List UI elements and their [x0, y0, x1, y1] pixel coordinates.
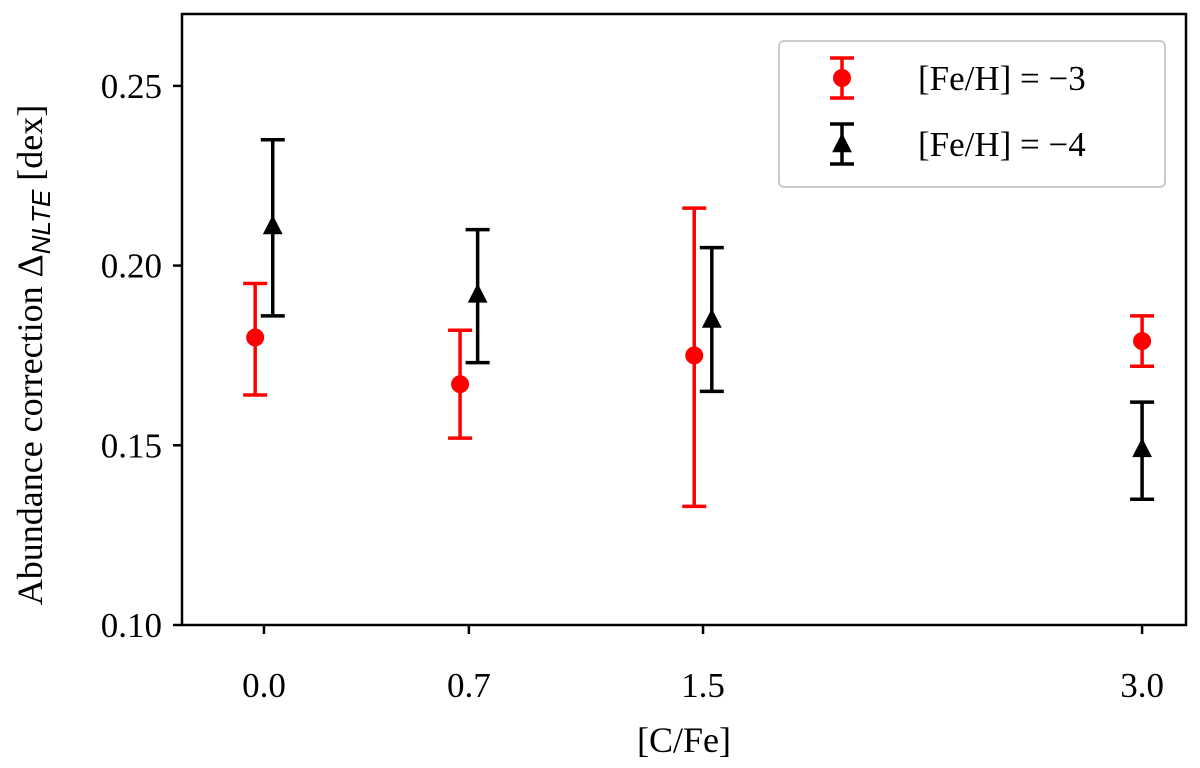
- chart-marks: [243, 138, 1155, 509]
- marker-s1-p2: [701, 308, 722, 328]
- marker-s0-p2: [685, 346, 704, 365]
- legend-items: [830, 56, 854, 166]
- legend-label-fe-h-4: [Fe/H] = −4: [918, 125, 1086, 164]
- marker-s0-p3: [1133, 332, 1152, 351]
- y-axis-label-prefix: Abundance correction Δ: [10, 254, 50, 605]
- y-tick-label-2: 0.20: [101, 247, 162, 286]
- legend-marker-0: [833, 69, 851, 87]
- marker-s1-p1: [467, 283, 488, 303]
- y-tick-label-0: 0.10: [101, 606, 162, 645]
- legend: [Fe/H] = −3 [Fe/H] = −4: [778, 40, 1166, 188]
- x-tick-label-2: 1.5: [681, 666, 725, 705]
- x-tick-label-0: 0.0: [242, 666, 286, 705]
- marker-s1-p3: [1132, 437, 1152, 458]
- y-axis-label: Abundance correction ΔNLTE [dex]: [10, 105, 56, 606]
- y-axis-label-subscript: NLTE: [26, 189, 56, 254]
- legend-marker-1: [832, 133, 852, 153]
- series-1: [260, 138, 1155, 501]
- x-tick-label-3: 3.0: [1120, 666, 1164, 705]
- marker-s0-p1: [451, 375, 470, 394]
- x-tick-label-1: 0.7: [447, 666, 491, 705]
- y-tick-label-3: 0.25: [101, 67, 162, 106]
- marker-s0-p0: [246, 328, 265, 347]
- y-axis: 0.10 0.15 0.20 0.25: [101, 67, 182, 645]
- y-axis-label-suffix: [dex]: [10, 105, 50, 190]
- marker-s1-p0: [262, 215, 283, 235]
- x-axis-label: [C/Fe]: [637, 720, 731, 760]
- x-axis: 0.0 0.7 1.5 3.0: [242, 625, 1164, 705]
- legend-label-fe-h-3: [Fe/H] = −3: [918, 59, 1086, 98]
- series-0: [243, 206, 1155, 509]
- y-tick-label-1: 0.15: [101, 426, 162, 465]
- legend-box: [778, 40, 1166, 188]
- plot-frame: [180, 12, 1188, 627]
